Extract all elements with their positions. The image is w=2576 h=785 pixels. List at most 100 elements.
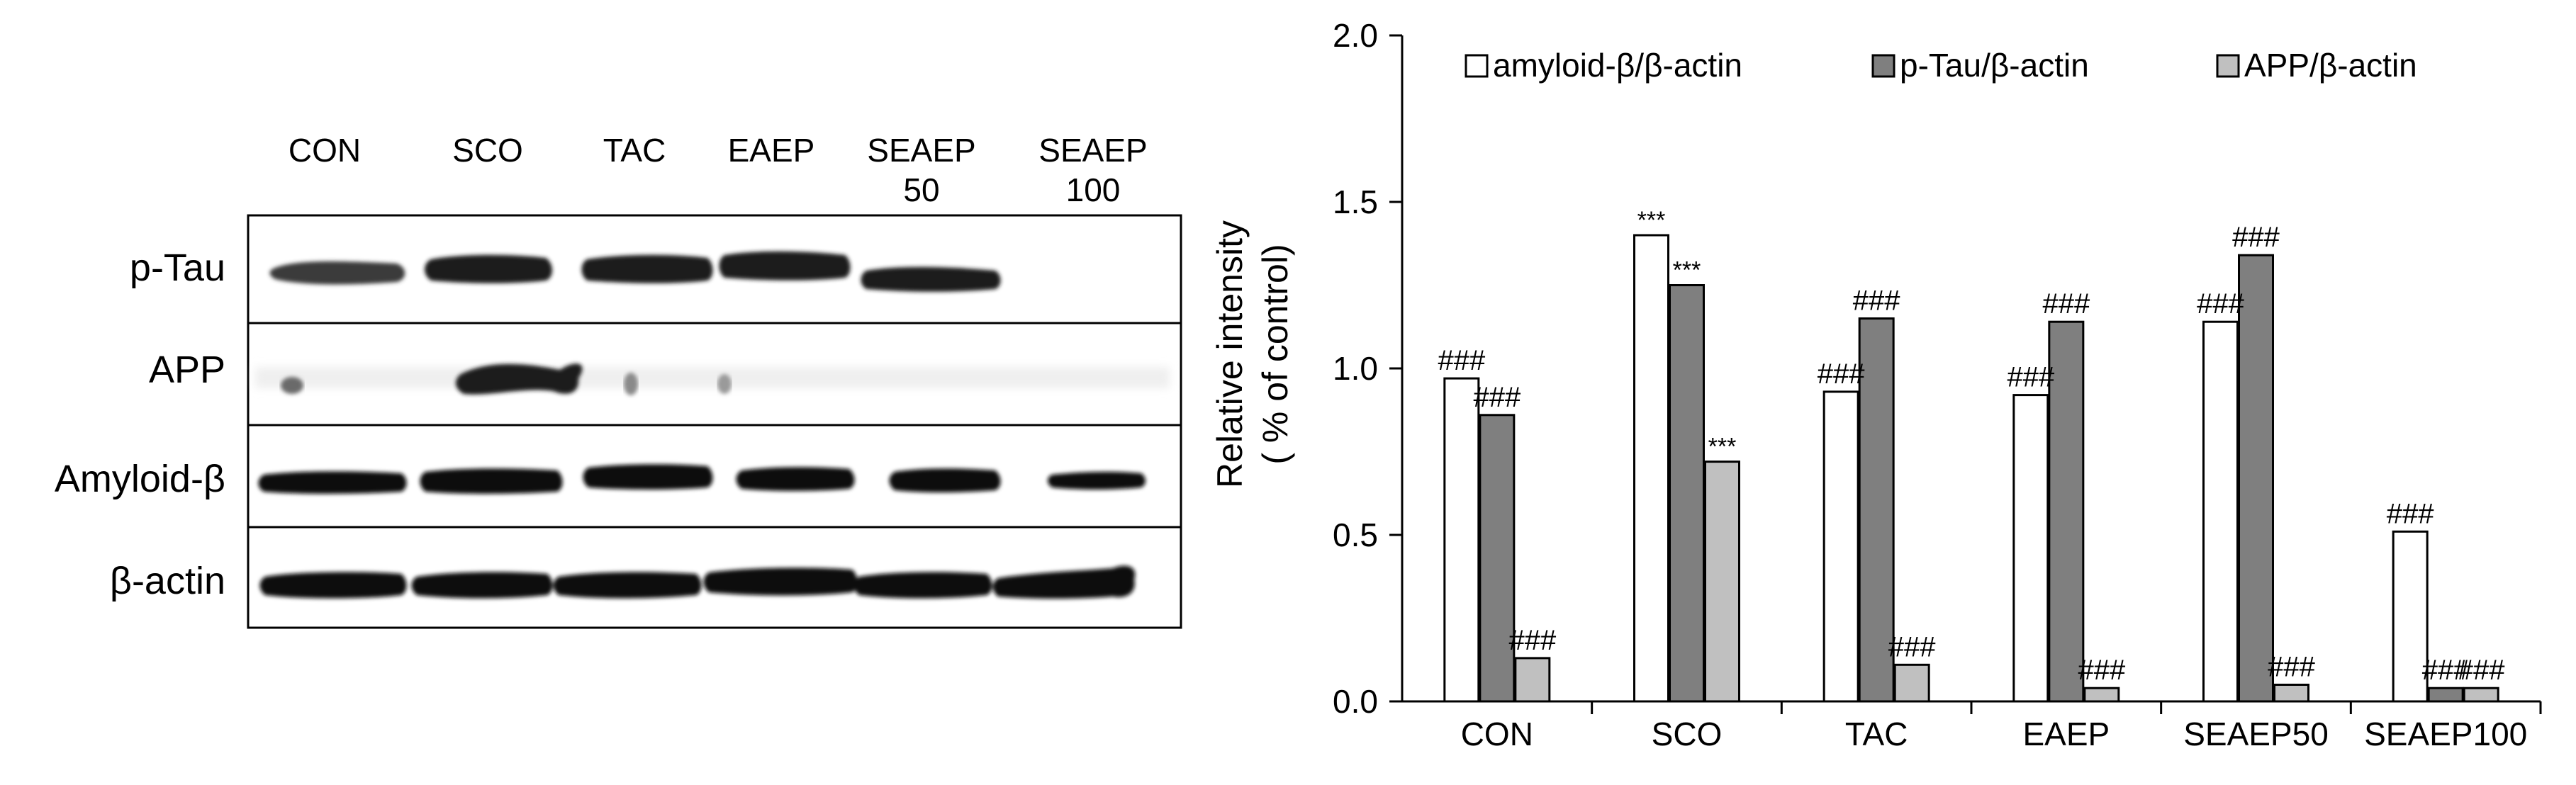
bar <box>2048 320 2085 703</box>
significance-label: ### <box>2078 655 2125 686</box>
band <box>583 464 713 490</box>
lane-label-sub: 100 <box>1066 171 1121 208</box>
significance-label: ### <box>1818 358 1865 390</box>
legend-label: APP/β-actin <box>2244 47 2417 84</box>
band <box>861 266 1001 292</box>
band <box>624 373 638 395</box>
y-axis-label-line1: Relative intensity <box>1210 220 1250 488</box>
significance-label: ### <box>2232 222 2280 253</box>
significance-label: *** <box>1708 434 1737 461</box>
chart-axes <box>1389 34 2542 714</box>
bar <box>2202 320 2239 703</box>
band <box>269 261 405 285</box>
significance-label: ### <box>1888 631 1936 662</box>
blot-box-outline <box>247 214 1182 629</box>
band <box>259 572 407 599</box>
band <box>411 572 553 599</box>
band <box>719 251 851 281</box>
bar <box>1514 657 1551 703</box>
significance-label: ### <box>2042 288 2090 320</box>
bar <box>1479 414 1516 703</box>
significance-annotations: #########*********######################… <box>1438 207 2505 686</box>
band <box>992 565 1136 599</box>
band <box>420 468 563 494</box>
bars <box>1443 234 2499 703</box>
lane-label: SCO <box>452 132 523 169</box>
significance-label: ### <box>2197 288 2244 320</box>
band <box>255 367 1170 388</box>
row-label: APP <box>149 349 225 391</box>
bar <box>1669 284 1705 703</box>
legend: amyloid-β/β-actin p-Tau/β-actin APP/β-acti… <box>1465 47 2417 84</box>
bar <box>1633 234 1669 703</box>
band <box>1048 471 1146 490</box>
row-label: β-actin <box>110 560 225 602</box>
x-tick-label: SCO <box>1652 716 1723 752</box>
x-tick-label: SEAEP50 <box>2183 716 2329 752</box>
bar <box>2012 394 2049 703</box>
significance-label: ### <box>1473 382 1521 413</box>
bar <box>1822 390 1859 703</box>
bar-chart: 0.00.51.01.52.0 #########*********######… <box>1210 17 2542 752</box>
bar <box>1893 663 1930 703</box>
row-labels: p-Tau APP Amyloid-β β-actin <box>55 247 225 602</box>
band <box>258 471 407 494</box>
significance-label: ### <box>1438 345 1485 376</box>
y-tick-label: 2.0 <box>1333 17 1378 54</box>
lane-label: CON <box>289 132 361 169</box>
y-tick-label: 1.5 <box>1333 183 1378 220</box>
lane-label: TAC <box>603 132 666 169</box>
y-tick-label: 0.0 <box>1333 683 1378 720</box>
blot-row-amyloid-bands <box>258 464 1146 494</box>
significance-label: *** <box>1673 257 1701 284</box>
legend-label: p-Tau/β-actin <box>1900 47 2089 84</box>
lane-label: SEAEP <box>1038 132 1147 169</box>
row-label: p-Tau <box>130 247 225 289</box>
band <box>703 567 858 596</box>
bar <box>2238 254 2274 703</box>
bar <box>1443 377 1480 703</box>
bar <box>2427 687 2464 703</box>
lane-label: SEAEP <box>867 132 975 169</box>
band <box>736 467 855 491</box>
row-label: Amyloid-β <box>55 458 225 500</box>
band <box>281 377 303 394</box>
band <box>553 572 702 599</box>
band <box>889 468 1001 492</box>
band <box>581 254 713 283</box>
legend-swatch <box>1871 54 1895 78</box>
bar <box>2392 530 2429 703</box>
blot-row-beta-actin-bands <box>259 565 1136 599</box>
bar <box>2273 684 2309 703</box>
y-axis-label-line2: ( % of control) <box>1255 244 1295 464</box>
band <box>425 254 552 283</box>
significance-label: ### <box>2458 655 2505 686</box>
significance-label: ### <box>2268 652 2315 683</box>
bar <box>1858 317 1895 703</box>
blot-row-p-tau-bands <box>269 251 1001 292</box>
significance-label: ### <box>1853 286 1900 317</box>
x-tick-label: TAC <box>1845 716 1908 752</box>
lane-label: EAEP <box>728 132 815 169</box>
x-tick-label: SEAEP100 <box>2364 716 2527 752</box>
bar <box>2463 687 2499 703</box>
significance-label: ### <box>2422 655 2470 686</box>
bar <box>1704 461 1740 703</box>
y-axis-title: Relative intensity <box>1210 220 1250 488</box>
x-tick-label: CON <box>1461 716 1533 752</box>
y-tick-label: 1.0 <box>1333 350 1378 387</box>
y-tick-label: 0.5 <box>1333 516 1378 553</box>
bar <box>2083 687 2120 703</box>
band <box>853 572 992 599</box>
band <box>455 363 583 395</box>
x-tick-labels: CON SCO TAC EAEP SEAEP50 SEAEP100 <box>1461 716 2528 752</box>
significance-label: ### <box>2007 362 2054 393</box>
x-tick-label: EAEP <box>2022 716 2110 752</box>
lane-label-sub: 50 <box>903 171 939 208</box>
significance-label: *** <box>1637 207 1666 234</box>
significance-label: ### <box>1508 625 1556 656</box>
legend-swatch <box>1465 54 1489 78</box>
legend-label: amyloid-β/β-actin <box>1493 47 1742 84</box>
